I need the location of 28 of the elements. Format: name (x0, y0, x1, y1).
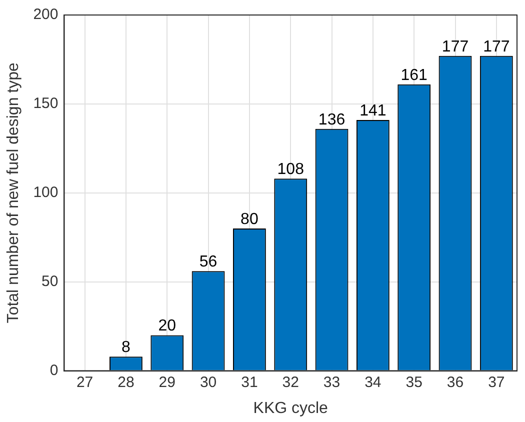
data-label: 108 (277, 161, 304, 178)
y-tick-label: 100 (33, 184, 58, 202)
data-label: 161 (400, 66, 428, 84)
x-tick-label: 37 (488, 374, 505, 391)
x-tick-label: 28 (118, 374, 134, 391)
x-axis-title: KKG cycle (253, 400, 328, 417)
data-label: 80 (240, 210, 258, 228)
data-label: 177 (442, 38, 469, 56)
y-tick-label: 150 (33, 95, 58, 112)
x-tick-label: 29 (158, 374, 176, 391)
x-tick-label: 27 (76, 374, 94, 391)
x-tick-label: 35 (406, 374, 422, 391)
x-tick-label: 34 (364, 374, 382, 391)
y-axis-title: Total number of new fuel design type (5, 62, 22, 324)
y-tick-label: 0 (50, 362, 58, 379)
data-label: 56 (199, 254, 218, 271)
x-tick-label: 32 (282, 374, 299, 391)
x-tick-label: 33 (323, 374, 340, 391)
data-label: 177 (483, 38, 510, 56)
y-tick-label: 200 (33, 6, 58, 24)
data-label: 136 (318, 111, 346, 128)
y-tick-label: 50 (42, 272, 58, 290)
data-label: 141 (360, 102, 386, 120)
x-tick-label: 36 (446, 374, 464, 391)
data-label: 20 (158, 318, 176, 335)
data-label: 8 (122, 338, 131, 356)
x-tick-label: 31 (241, 374, 258, 391)
x-tick-label: 30 (200, 374, 217, 391)
